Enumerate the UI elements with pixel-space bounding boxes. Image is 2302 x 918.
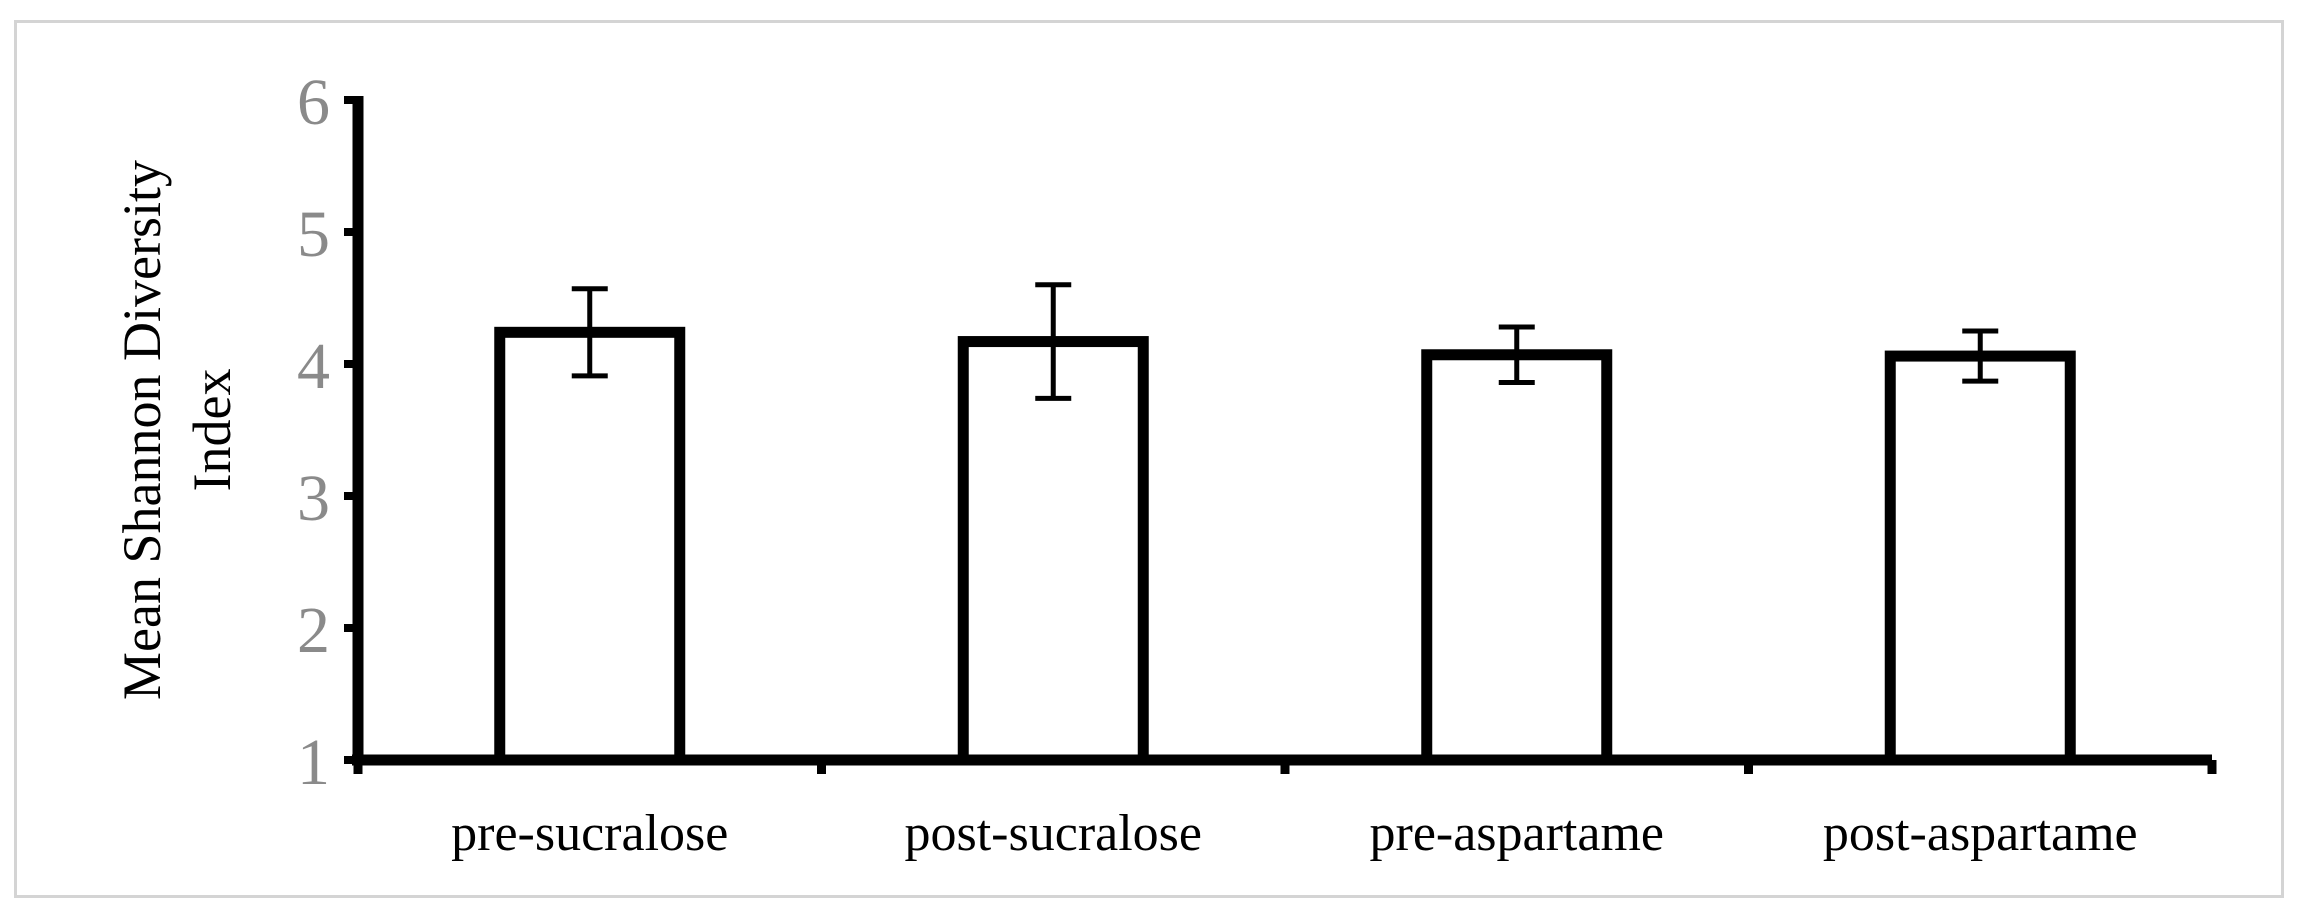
error-bars-group <box>571 282 1999 401</box>
x-tick-label: post-aspartame <box>1823 805 2138 862</box>
bar-pre-aspartame <box>1421 349 1613 766</box>
bars-group <box>494 326 2076 766</box>
error-bar-post-sucralose <box>1035 282 1072 401</box>
y-tick-label: 4 <box>297 330 330 403</box>
bar-post-sucralose <box>957 336 1149 766</box>
axes-group <box>352 96 2217 774</box>
y-axis-title: Mean Shannon Diversity Index <box>112 160 242 700</box>
y-tick-label: 2 <box>297 594 330 667</box>
x-tick-label: pre-aspartame <box>1370 805 1664 862</box>
y-axis-title-line-1: Mean Shannon Diversity <box>112 160 172 700</box>
y-tick-label: 1 <box>297 726 330 799</box>
x-tick-label: post-sucralose <box>905 805 1202 862</box>
x-labels-group: pre-sucralose post-sucralose pre-aspartame… <box>451 805 2137 862</box>
error-bar-post-aspartame <box>1962 328 1999 384</box>
error-bar-pre-sucralose <box>571 286 608 379</box>
y-tick-label: 3 <box>297 462 330 535</box>
y-ticks-group: 1 2 3 4 5 6 <box>297 66 358 799</box>
bar-post-aspartame <box>1884 350 2076 766</box>
y-axis-title-line-2: Index <box>182 369 242 492</box>
x-tick-label: pre-sucralose <box>451 805 728 862</box>
bar-pre-sucralose <box>494 326 686 766</box>
error-bar-pre-aspartame <box>1498 324 1535 385</box>
y-tick-label: 6 <box>297 66 330 139</box>
y-tick-label: 5 <box>297 198 330 271</box>
